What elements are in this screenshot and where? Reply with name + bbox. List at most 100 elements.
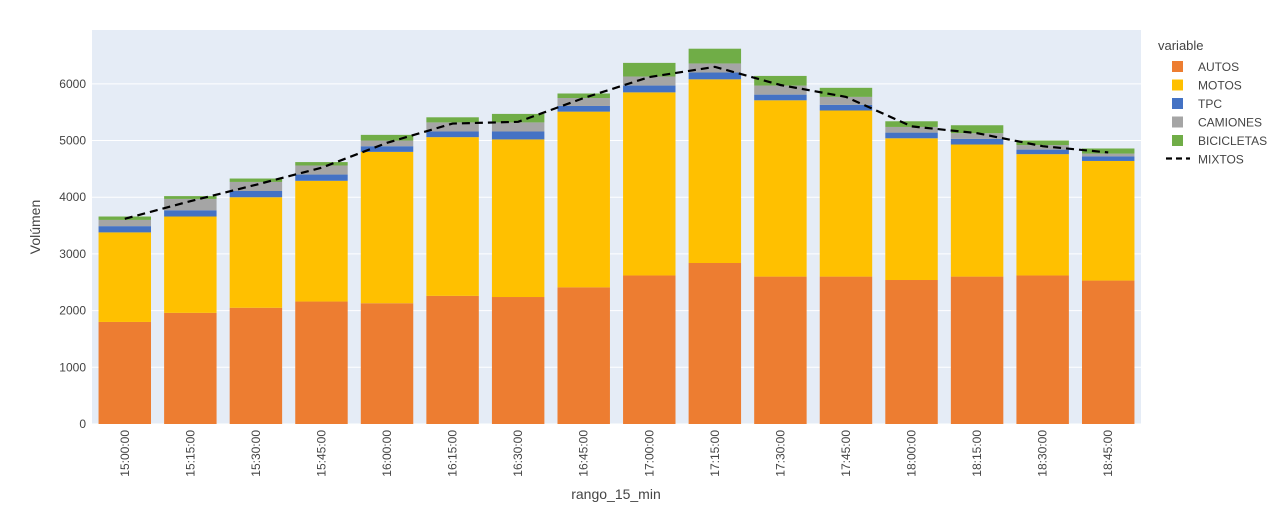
x-tick-label: 17:30:00 <box>773 430 787 477</box>
bar-bicicletas-18-15-00 <box>950 125 1004 134</box>
bar-motos-16-15-00 <box>426 137 479 296</box>
mixtos-line-layer <box>124 65 1109 220</box>
bar-bicicletas-16-45-00 <box>557 93 610 99</box>
bar-bicicletas-18-30-00 <box>1016 140 1069 146</box>
legend-item-mixtos: MIXTOS <box>1198 153 1244 167</box>
bar-bicicletas-16-00-00 <box>360 134 414 141</box>
bar-autos-18-00-00 <box>885 280 938 424</box>
bar-stacks <box>98 48 1135 424</box>
bar-tpc-18-45-00 <box>1081 156 1135 161</box>
bar-autos-18-45-00 <box>1081 280 1135 424</box>
bar-camiones-15-30-00 <box>229 181 283 192</box>
bar-autos-17-45-00 <box>819 276 873 424</box>
bar-camiones-17-30-00 <box>754 85 807 95</box>
bar-tpc-15-30-00 <box>229 191 283 198</box>
bar-autos-17-00-00 <box>623 275 676 424</box>
bar-motos-15-15-00 <box>164 216 217 313</box>
y-tick-label: 3000 <box>59 247 86 261</box>
x-tick-label: 16:00:00 <box>380 430 394 477</box>
bar-tpc-18-30-00 <box>1016 149 1069 155</box>
bar-bicicletas-17-30-00 <box>754 75 807 86</box>
x-tick-label: 18:45:00 <box>1101 430 1115 477</box>
x-tick-label: 17:45:00 <box>839 430 853 477</box>
legend-item-motos: MOTOS <box>1198 79 1242 93</box>
bar-tpc-16-15-00 <box>426 131 479 138</box>
bar-motos-16-30-00 <box>491 139 545 298</box>
x-tick-label: 16:45:00 <box>577 430 591 477</box>
bar-motos-17-30-00 <box>754 100 807 277</box>
bar-tpc-18-15-00 <box>950 138 1004 145</box>
bar-tpc-16-30-00 <box>491 131 545 140</box>
bar-autos-15-00-00 <box>98 321 152 424</box>
bar-tpc-17-30-00 <box>754 94 807 101</box>
legend-item-tpc: TPC <box>1198 97 1222 111</box>
bar-camiones-18-00-00 <box>885 126 938 133</box>
x-tick-label: 15:15:00 <box>183 430 197 477</box>
bar-autos-16-30-00 <box>491 297 545 424</box>
legend-swatch-bicicletas <box>1172 135 1183 146</box>
y-tick-label: 1000 <box>59 360 86 374</box>
y-axis-title: Volúmen <box>27 200 43 254</box>
x-tick-label: 17:15:00 <box>708 430 722 477</box>
bar-motos-18-00-00 <box>885 138 938 281</box>
bar-camiones-15-15-00 <box>164 198 217 211</box>
x-tick-label: 15:30:00 <box>249 430 263 477</box>
bar-bicicletas-17-00-00 <box>623 62 676 77</box>
legend-item-camiones: CAMIONES <box>1198 116 1262 130</box>
bar-motos-16-00-00 <box>360 151 414 304</box>
bar-camiones-17-00-00 <box>623 76 676 86</box>
bar-bicicletas-18-45-00 <box>1081 148 1135 154</box>
bar-autos-15-30-00 <box>229 307 283 424</box>
bar-autos-18-30-00 <box>1016 275 1069 424</box>
bar-motos-15-30-00 <box>229 197 283 308</box>
bar-camiones-15-00-00 <box>98 219 152 227</box>
bar-motos-17-15-00 <box>688 79 742 263</box>
bar-motos-15-45-00 <box>295 180 348 302</box>
bar-motos-17-45-00 <box>819 110 873 277</box>
bar-autos-15-45-00 <box>295 301 348 424</box>
bar-autos-15-15-00 <box>164 312 217 424</box>
y-tick-label: 4000 <box>59 190 86 204</box>
x-tick-label: 17:00:00 <box>642 430 656 477</box>
x-tick-label: 18:00:00 <box>905 430 919 477</box>
bar-tpc-15-15-00 <box>164 210 217 217</box>
x-tick-label: 18:15:00 <box>970 430 984 477</box>
bar-motos-17-00-00 <box>623 92 676 276</box>
bar-tpc-17-15-00 <box>688 72 742 80</box>
bar-tpc-17-00-00 <box>623 85 676 93</box>
bar-tpc-15-45-00 <box>295 174 348 181</box>
bar-bicicletas-15-30-00 <box>229 178 283 182</box>
bar-tpc-15-00-00 <box>98 226 152 233</box>
bar-camiones-18-45-00 <box>1081 153 1135 157</box>
legend-item-bicicletas: BICICLETAS <box>1198 134 1267 148</box>
bar-motos-16-45-00 <box>557 111 610 288</box>
bar-camiones-16-45-00 <box>557 98 610 106</box>
legend-title: variable <box>1158 38 1204 53</box>
bar-camiones-18-15-00 <box>950 133 1004 139</box>
y-tick-label: 6000 <box>59 77 86 91</box>
x-tick-label: 16:30:00 <box>511 430 525 477</box>
x-tick-label: 18:30:00 <box>1036 430 1050 477</box>
bar-tpc-17-45-00 <box>819 104 873 111</box>
bar-bicicletas-16-30-00 <box>491 113 545 123</box>
x-tick-label: 15:00:00 <box>118 430 132 477</box>
bar-motos-15-00-00 <box>98 232 152 322</box>
bar-autos-16-15-00 <box>426 295 479 424</box>
bar-camiones-15-45-00 <box>295 165 348 175</box>
bar-camiones-16-30-00 <box>491 122 545 132</box>
bar-motos-18-45-00 <box>1081 160 1135 281</box>
bar-bicicletas-17-15-00 <box>688 48 742 64</box>
bar-autos-16-00-00 <box>360 303 414 424</box>
y-tick-label: 5000 <box>59 134 86 148</box>
bar-tpc-16-45-00 <box>557 105 610 112</box>
bar-motos-18-30-00 <box>1016 154 1069 276</box>
bar-autos-16-45-00 <box>557 287 610 424</box>
bar-bicicletas-15-45-00 <box>295 162 348 166</box>
bar-tpc-18-00-00 <box>885 132 938 139</box>
legend-swatch-motos <box>1172 79 1183 91</box>
x-axis-title: rango_15_min <box>571 486 661 502</box>
bar-bicicletas-17-45-00 <box>819 87 873 97</box>
bar-camiones-18-30-00 <box>1016 145 1069 150</box>
legend-swatch-tpc <box>1172 98 1183 109</box>
